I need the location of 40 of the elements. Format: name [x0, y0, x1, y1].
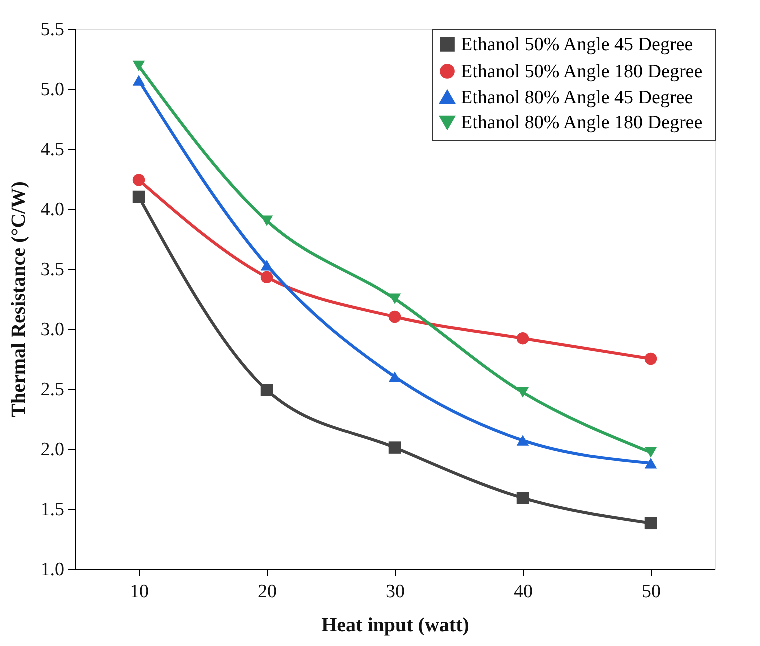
point [388, 442, 402, 454]
point [644, 447, 658, 458]
point [644, 458, 658, 469]
point [644, 352, 658, 366]
y-tick-label: 5.0 [40, 80, 64, 100]
y-tick-label: 3.0 [40, 320, 64, 340]
point [132, 60, 146, 72]
legend-label: Ethanol 80% Angle 45 Degree [461, 88, 694, 108]
x-tick-label: 20 [258, 582, 277, 602]
x-tick-label: 40 [514, 582, 533, 602]
y-tick-label: 2.5 [40, 380, 64, 400]
y-tick-label: 1.5 [40, 500, 64, 520]
y-tick-label: 2.0 [40, 440, 64, 460]
legend-label: Ethanol 50% Angle 180 Degree [461, 62, 703, 82]
point [388, 310, 402, 324]
legend-label: Ethanol 50% Angle 45 Degree [461, 34, 694, 56]
x-tick-label: 50 [642, 582, 661, 602]
point [516, 332, 530, 345]
y-tick-label: 5.5 [40, 20, 64, 40]
point [132, 75, 146, 86]
point [260, 260, 274, 271]
point [132, 174, 146, 186]
point [260, 271, 274, 284]
x-tick-label: 10 [130, 582, 149, 602]
point [516, 435, 530, 446]
point [132, 190, 146, 204]
point [644, 517, 658, 530]
x-axis-title: Heat input (watt) [322, 614, 470, 636]
y-tick-label: 3.5 [40, 260, 64, 280]
y-axis-title: Thermal Resistance (°C/W) [8, 182, 30, 418]
y-tick-label: 1.0 [40, 560, 64, 580]
legend-label: Ethanol 80% Angle 180 Degree [461, 112, 703, 134]
point [516, 492, 530, 504]
point [388, 294, 402, 304]
y-tick-label: 4.5 [40, 140, 64, 160]
y-tick-label: 4.0 [40, 200, 64, 220]
x-tick-label: 30 [386, 582, 405, 602]
point [388, 372, 402, 382]
point [260, 384, 274, 396]
point [516, 387, 530, 398]
